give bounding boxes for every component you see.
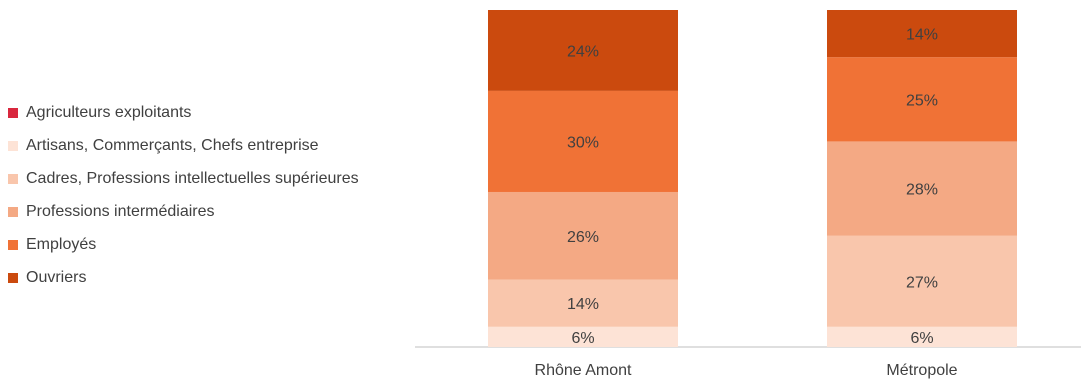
legend-item: Ouvriers xyxy=(8,261,359,294)
legend-swatch xyxy=(8,239,18,250)
bar-segment xyxy=(488,279,678,327)
legend-swatch xyxy=(8,140,18,151)
legend-label: Employés xyxy=(26,235,97,253)
legend-label: Professions intermédiaires xyxy=(26,202,215,220)
data-label: 6% xyxy=(571,330,594,347)
data-label: 6% xyxy=(910,330,933,347)
bar-segment xyxy=(827,326,1017,347)
legend-item: Agriculteurs exploitants xyxy=(8,96,359,129)
bar-segment xyxy=(827,10,1017,58)
data-label: 25% xyxy=(906,92,938,109)
data-label: 26% xyxy=(567,229,599,246)
legend-item: Employés xyxy=(8,228,359,261)
legend-swatch xyxy=(8,173,18,184)
data-label: 28% xyxy=(906,182,938,199)
legend-item: Artisans, Commerçants, Chefs entreprise xyxy=(8,129,359,162)
legend-swatch xyxy=(8,272,18,283)
data-label: 14% xyxy=(906,27,938,44)
bar-segment xyxy=(488,326,678,347)
data-label: 14% xyxy=(567,296,599,313)
data-label: 27% xyxy=(906,274,938,291)
bar-segment xyxy=(488,10,678,91)
legend-swatch xyxy=(8,107,18,118)
legend-label: Agriculteurs exploitants xyxy=(26,103,192,121)
bar-segment xyxy=(827,57,1017,142)
bar-segment xyxy=(827,235,1017,327)
bar-segment xyxy=(488,90,678,192)
legend: Agriculteurs exploitants Artisans, Commer… xyxy=(8,96,359,294)
category-label: Rhône Amont xyxy=(535,362,633,379)
category-label: Métropole xyxy=(886,362,957,379)
legend-label: Artisans, Commerçants, Chefs entreprise xyxy=(26,136,319,154)
legend-item: Cadres, Professions intellectuelles supé… xyxy=(8,162,359,195)
bar-segment xyxy=(827,141,1017,236)
bars-group: 6% 14% 26% 30% 24% Rhône Amont 6% 27% 28% 25% 14% M… xyxy=(488,10,1017,379)
data-label: 30% xyxy=(567,134,599,151)
bar-segment xyxy=(488,191,678,280)
legend-item: Professions intermédiaires xyxy=(8,195,359,228)
data-label: 24% xyxy=(567,43,599,60)
legend-label: Ouvriers xyxy=(26,268,87,286)
legend-label: Cadres, Professions intellectuelles supé… xyxy=(26,169,359,187)
legend-swatch xyxy=(8,206,18,217)
